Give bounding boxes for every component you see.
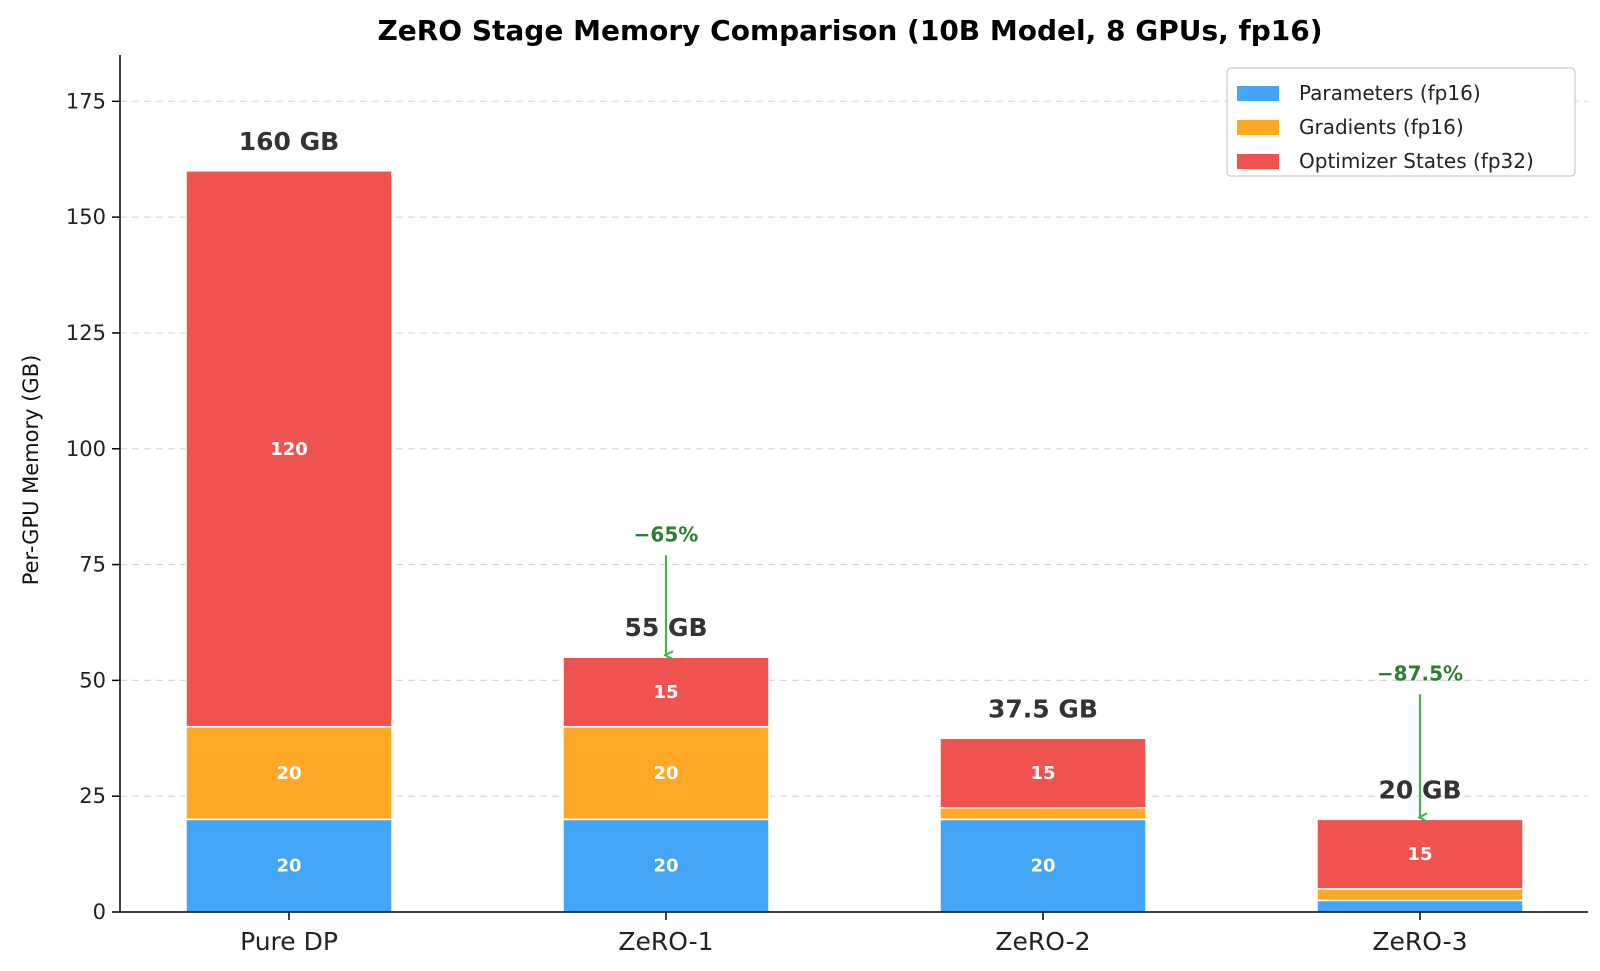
y-tick-label: 100 xyxy=(66,437,106,461)
x-tick-label: Pure DP xyxy=(240,927,338,956)
bar-segment xyxy=(185,170,393,728)
segment-value-label: 20 xyxy=(276,856,301,877)
y-axis-label: Per-GPU Memory (GB) xyxy=(19,355,43,586)
chart-title: ZeRO Stage Memory Comparison (10B Model,… xyxy=(377,14,1322,47)
y-tick-label: 25 xyxy=(79,784,106,808)
segment-value-label: 15 xyxy=(1030,763,1055,784)
x-tick-label: ZeRO-2 xyxy=(995,927,1090,956)
y-tick-label: 175 xyxy=(66,89,106,113)
segment-value-label: 20 xyxy=(653,856,678,877)
y-tick-label: 125 xyxy=(66,321,106,345)
segment-value-label: 120 xyxy=(270,439,308,460)
legend: Parameters (fp16) Gradients (fp16) Optimiz… xyxy=(1226,67,1576,177)
x-tick-label: ZeRO-3 xyxy=(1372,927,1467,956)
segment-value-label: 15 xyxy=(1407,844,1432,865)
reduction-label: −65% xyxy=(634,522,699,546)
y-tick-label: 75 xyxy=(79,553,106,577)
bar-segment xyxy=(939,807,1147,821)
legend-entry: Parameters (fp16) xyxy=(1299,81,1481,105)
bar-segment xyxy=(939,818,1147,913)
segment-value-label: 20 xyxy=(653,763,678,784)
legend-box xyxy=(1226,67,1576,177)
legend-swatch xyxy=(1237,154,1279,169)
bar-segment xyxy=(185,725,393,821)
bars xyxy=(185,170,1524,913)
y-tick-label: 0 xyxy=(93,900,106,924)
segment-value-label: 20 xyxy=(1030,856,1055,877)
bar-total-label: 37.5 GB xyxy=(988,694,1098,723)
bar-total-label: 160 GB xyxy=(239,127,339,156)
legend-entry: Gradients (fp16) xyxy=(1299,115,1464,139)
y-tick-label: 50 xyxy=(79,668,106,692)
legend-swatch xyxy=(1237,120,1279,135)
bar-segment xyxy=(562,656,770,728)
legend-swatch xyxy=(1237,86,1279,101)
x-tick-label: ZeRO-1 xyxy=(618,927,713,956)
segment-value-label: 20 xyxy=(276,763,301,784)
y-tick-label: 150 xyxy=(66,205,106,229)
bar-segment xyxy=(1316,899,1524,913)
bar-segment xyxy=(939,737,1147,809)
reduction-annotations: −65% −87.5% xyxy=(634,522,1463,817)
bar-segment xyxy=(1316,888,1524,902)
legend-entry: Optimizer States (fp32) xyxy=(1299,149,1534,173)
segment-labels: 20 20 120 20 20 15 20 15 15 xyxy=(270,439,1432,877)
bar-segment xyxy=(1316,818,1524,890)
bar-segment xyxy=(562,725,770,821)
bar-segment xyxy=(185,818,393,913)
axes: 0 25 50 75 100 125 150 175 Pure DP ZeRO-1 ZeRO-2 Ze… xyxy=(66,55,1588,956)
reduction-label: −87.5% xyxy=(1377,661,1463,685)
segment-value-label: 15 xyxy=(653,682,678,703)
